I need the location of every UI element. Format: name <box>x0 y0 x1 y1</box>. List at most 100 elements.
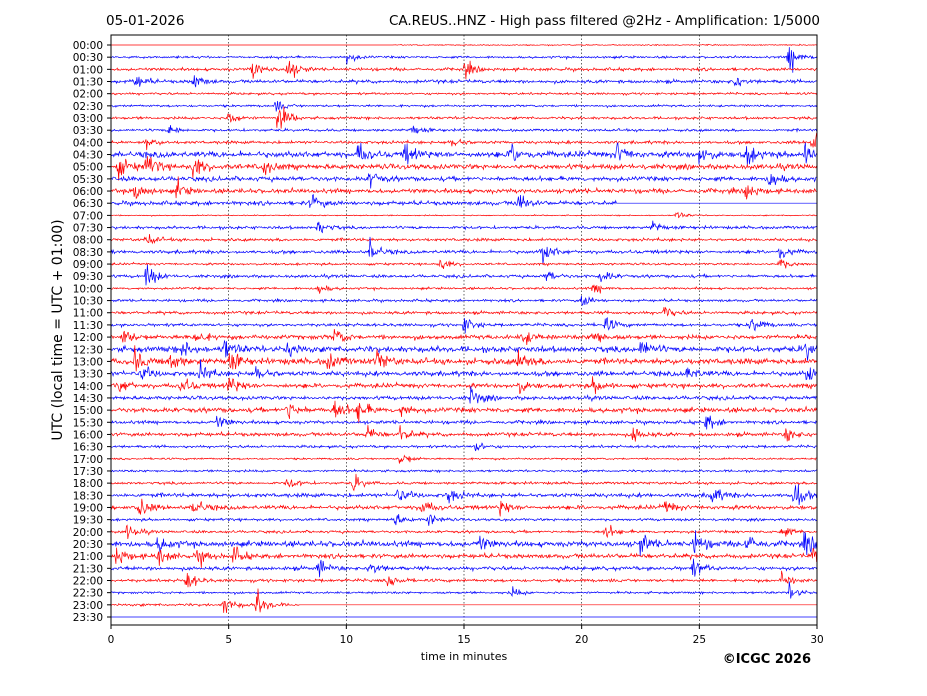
x-axis-label: time in minutes <box>421 650 508 663</box>
y-tick-label: 13:30 <box>73 369 103 381</box>
y-tick-label: 20:00 <box>73 527 103 539</box>
x-tick-label: 0 <box>108 634 115 646</box>
y-tick-label: 19:00 <box>73 502 103 514</box>
y-tick-labels: 00:0000:3001:0001:3002:0002:3003:0003:30… <box>73 40 111 624</box>
y-tick-label: 07:30 <box>73 223 103 235</box>
y-tick-label: 19:30 <box>73 515 103 527</box>
grid-lines <box>228 35 700 625</box>
copyright: ©ICGC 2026 <box>723 652 811 667</box>
y-axis-label: UTC (local time = UTC + 01:00) <box>50 219 66 440</box>
date-label: 05-01-2026 <box>106 13 184 29</box>
trace-0730 <box>110 220 817 234</box>
y-tick-label: 02:00 <box>73 89 103 101</box>
trace-1030 <box>110 295 817 306</box>
y-tick-label: 04:00 <box>73 137 103 149</box>
trace-1130 <box>110 317 817 334</box>
y-tick-label: 13:00 <box>73 356 103 368</box>
y-tick-label: 15:30 <box>73 417 103 429</box>
y-tick-label: 08:00 <box>73 235 103 247</box>
x-tick-label: 20 <box>575 634 588 646</box>
y-tick-label: 00:00 <box>73 40 103 52</box>
y-tick-label: 14:30 <box>73 393 103 405</box>
y-tick-label: 22:00 <box>73 575 103 587</box>
y-tick-label: 12:00 <box>73 332 103 344</box>
trace-0530 <box>110 173 817 189</box>
trace-0700 <box>110 211 817 219</box>
y-tick-label: 02:30 <box>73 101 103 113</box>
trace-2230 <box>110 581 817 599</box>
trace-1930 <box>110 514 817 526</box>
y-tick-label: 01:30 <box>73 77 103 89</box>
y-tick-label: 11:30 <box>73 320 103 332</box>
y-tick-label: 18:00 <box>73 478 103 490</box>
trace-1330 <box>110 359 817 381</box>
trace-0930 <box>110 264 817 286</box>
traces <box>110 43 817 618</box>
y-tick-label: 17:00 <box>73 454 103 466</box>
trace-1830 <box>110 484 817 506</box>
trace-1230 <box>110 339 817 361</box>
trace-2030 <box>110 530 817 557</box>
trace-1800 <box>110 473 817 492</box>
y-tick-label: 07:00 <box>73 210 103 222</box>
trace-2200 <box>110 570 817 588</box>
trace-1200 <box>110 328 817 346</box>
trace-2100 <box>110 546 817 568</box>
y-tick-label: 05:00 <box>73 162 103 174</box>
y-tick-label: 06:00 <box>73 186 103 198</box>
y-tick-label: 16:30 <box>73 442 103 454</box>
y-tick-label: 01:00 <box>73 64 103 76</box>
x-tick-label: 5 <box>225 634 232 646</box>
trace-1430 <box>110 386 817 404</box>
trace-1700 <box>110 454 817 464</box>
trace-1630 <box>110 442 817 452</box>
x-tick-label: 15 <box>457 634 470 646</box>
trace-0230 <box>111 100 817 112</box>
y-tick-label: 08:30 <box>73 247 103 259</box>
y-tick-label: 06:30 <box>73 198 103 210</box>
y-tick-label: 14:00 <box>73 381 103 393</box>
y-tick-label: 22:30 <box>73 588 103 600</box>
trace-1400 <box>110 376 817 395</box>
trace-2300 <box>110 588 817 614</box>
chart-title: CA.REUS..HNZ - High pass filtered @2Hz -… <box>389 13 820 29</box>
y-tick-label: 09:00 <box>73 259 103 271</box>
y-tick-label: 03:00 <box>73 113 103 125</box>
x-tick-labels: 0 5 10 15 20 25 30 <box>108 625 824 646</box>
y-tick-label: 00:30 <box>73 52 103 64</box>
trace-0400 <box>110 132 817 151</box>
y-tick-label: 09:30 <box>73 271 103 283</box>
y-tick-label: 05:30 <box>73 174 103 186</box>
trace-1000 <box>110 284 817 294</box>
y-tick-label: 21:00 <box>73 551 103 563</box>
trace-0500 <box>110 156 817 181</box>
y-tick-label: 10:00 <box>73 283 103 295</box>
y-tick-label: 04:30 <box>73 150 103 162</box>
trace-0030 <box>111 47 817 73</box>
trace-0600 <box>110 176 817 200</box>
x-tick-label: 25 <box>693 634 706 646</box>
trace-1530 <box>110 415 817 430</box>
y-tick-label: 11:00 <box>73 308 103 320</box>
trace-0300 <box>110 106 817 129</box>
y-tick-label: 20:30 <box>73 539 103 551</box>
trace-1600 <box>110 425 817 442</box>
trace-0330 <box>110 125 817 134</box>
y-tick-label: 23:30 <box>73 612 103 624</box>
y-tick-label: 21:30 <box>73 563 103 575</box>
x-tick-label: 30 <box>810 634 823 646</box>
y-tick-label: 15:00 <box>73 405 103 417</box>
y-tick-label: 03:30 <box>73 125 103 137</box>
trace-0130 <box>110 75 817 88</box>
y-tick-label: 12:30 <box>73 344 103 356</box>
trace-0430 <box>110 142 817 166</box>
trace-0800 <box>110 233 817 245</box>
trace-0630 <box>110 194 817 209</box>
trace-1300 <box>110 345 817 372</box>
x-tick-label: 10 <box>340 634 353 646</box>
trace-0100 <box>110 60 817 80</box>
trace-0830 <box>110 236 817 265</box>
trace-0000 <box>111 43 817 47</box>
trace-1730 <box>110 468 817 474</box>
